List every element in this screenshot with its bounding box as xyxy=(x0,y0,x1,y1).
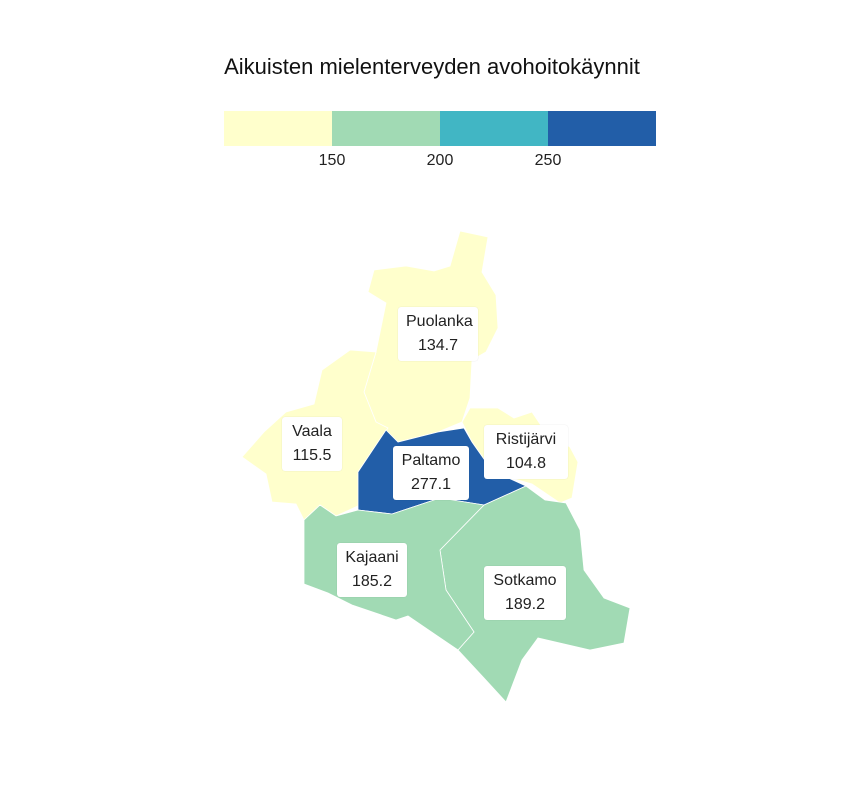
label-vaala-name: Vaala xyxy=(292,423,332,440)
label-ristijarvi-name: Ristijärvi xyxy=(495,431,557,448)
legend-tick-250: 250 xyxy=(534,152,562,169)
legend-swatch-4 xyxy=(548,111,656,146)
label-kajaani-name: Kajaani xyxy=(345,549,399,566)
label-puolanka-value: 134.7 xyxy=(417,337,459,354)
color-legend xyxy=(224,111,656,146)
label-paltamo-value: 277.1 xyxy=(410,476,452,493)
legend-swatch-3 xyxy=(440,111,548,146)
label-puolanka: Puolanka 134.7 xyxy=(398,307,478,361)
legend-swatch-1 xyxy=(224,111,332,146)
label-sotkamo-name: Sotkamo xyxy=(493,572,557,589)
label-ristijarvi: Ristijärvi 104.8 xyxy=(484,425,568,479)
legend-tick-150: 150 xyxy=(318,152,346,169)
label-paltamo-name: Paltamo xyxy=(401,452,461,469)
label-sotkamo-value: 189.2 xyxy=(504,596,546,613)
label-kajaani-value: 185.2 xyxy=(351,573,393,590)
legend-tick-200: 200 xyxy=(426,152,454,169)
label-vaala-value: 115.5 xyxy=(292,447,332,464)
label-sotkamo: Sotkamo 189.2 xyxy=(484,566,566,620)
legend-swatch-2 xyxy=(332,111,440,146)
label-puolanka-name: Puolanka xyxy=(406,313,473,330)
label-vaala: Vaala 115.5 xyxy=(282,417,342,471)
label-kajaani: Kajaani 185.2 xyxy=(337,543,407,597)
label-ristijarvi-value: 104.8 xyxy=(505,455,547,472)
label-paltamo: Paltamo 277.1 xyxy=(393,446,469,500)
map-title: Aikuisten mielenterveyden avohoitokäynni… xyxy=(224,54,640,79)
